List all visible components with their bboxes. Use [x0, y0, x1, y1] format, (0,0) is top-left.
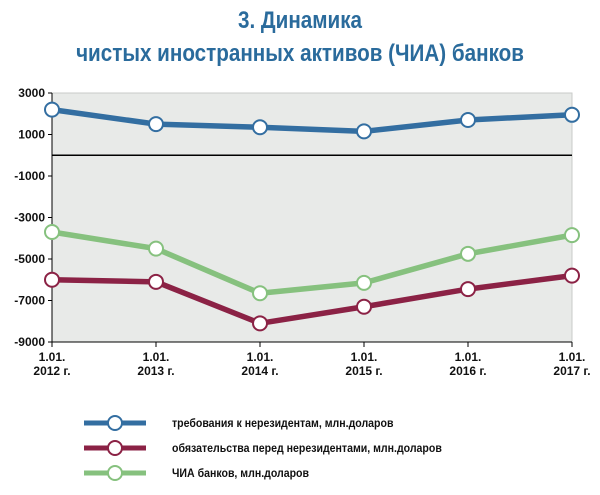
- plot-area: [51, 92, 573, 343]
- series-3: [44, 224, 580, 302]
- chart-title-line-2: чистых иностранных активов (ЧИА) банков: [76, 40, 524, 67]
- y-tick-label: 1000: [18, 128, 45, 142]
- data-point: [44, 224, 60, 241]
- legend-swatch-marker: [107, 415, 123, 431]
- data-point: [460, 111, 476, 128]
- x-tick-label: 1.01. 2014 г.: [241, 350, 278, 378]
- legend-swatch: [84, 465, 146, 481]
- data-point: [44, 271, 60, 288]
- x-tick-label: 1.01. 2012 г.: [33, 350, 70, 378]
- x-tick-label: 1.01. 2017 г.: [553, 350, 590, 378]
- data-point: [148, 273, 164, 290]
- data-point: [356, 274, 372, 291]
- data-point: [148, 116, 164, 133]
- series-1: [44, 101, 580, 140]
- y-axis: 3000 1000 -1000 -3000 -5000 -7000 -9000: [14, 86, 572, 349]
- series-line: [49, 229, 575, 296]
- data-point: [460, 281, 476, 298]
- legend-swatch-marker: [107, 465, 123, 481]
- legend-label: ЧИА банков, млн.доларов: [172, 466, 310, 480]
- data-point: [356, 123, 372, 140]
- series-layer: [44, 101, 580, 332]
- data-point: [252, 315, 268, 332]
- legend-label: требования к нерезидентам, млн.доларов: [172, 416, 394, 430]
- y-tick-label: -9000: [14, 335, 45, 349]
- data-point: [460, 245, 476, 262]
- legend-swatch-marker: [107, 440, 123, 456]
- legend-label: обязательства перед нерезидентами, млн.д…: [172, 441, 442, 455]
- data-point: [356, 298, 372, 315]
- data-point: [564, 267, 580, 284]
- data-point: [564, 106, 580, 123]
- series-line: [49, 106, 575, 135]
- y-tick-label: -3000: [14, 211, 45, 225]
- series-line: [49, 272, 575, 327]
- legend-swatch: [84, 415, 146, 431]
- legend-swatch: [84, 440, 146, 456]
- data-point: [252, 119, 268, 136]
- x-axis: 1.01. 2012 г. 1.01. 2013 г. 1.01. 2014 г. 1.01…: [33, 341, 591, 378]
- x-tick-label: 1.01. 2016 г.: [449, 350, 486, 378]
- line-chart: 3000 1000 -1000 -3000 -5000 -7000 -9000 1.01. 2…: [14, 86, 591, 378]
- chart-title: 3. Динамика чистых иностранных активов (…: [0, 4, 600, 70]
- x-tick-label: 1.01. 2013 г.: [137, 350, 174, 378]
- data-point: [564, 227, 580, 244]
- series-2: [44, 267, 580, 332]
- data-point: [44, 101, 60, 118]
- y-tick-label: 3000: [18, 86, 45, 100]
- x-tick-label: 1.01. 2015 г.: [345, 350, 382, 378]
- data-point: [252, 285, 268, 302]
- data-point: [148, 240, 164, 257]
- chart-title-line-1: 3. Динамика: [237, 7, 363, 34]
- y-tick-label: -1000: [14, 169, 45, 183]
- y-tick-label: -7000: [14, 294, 45, 308]
- y-tick-label: -5000: [14, 252, 45, 266]
